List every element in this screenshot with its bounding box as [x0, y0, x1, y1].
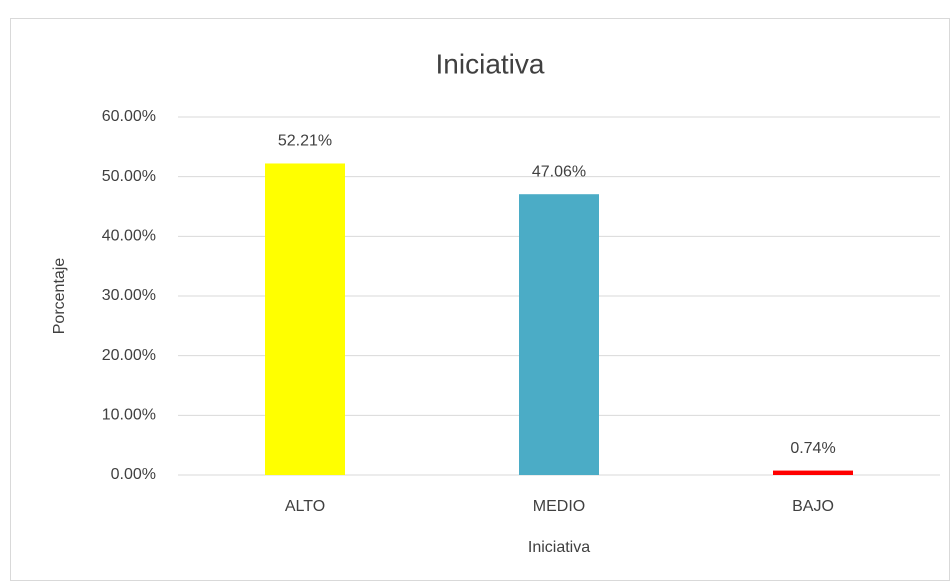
- y-tick-label: 30.00%: [102, 287, 156, 304]
- chart-frame: [10, 18, 950, 581]
- x-tick-label: MEDIO: [533, 498, 585, 515]
- bar: [773, 470, 853, 475]
- bar: [265, 163, 345, 475]
- x-axis-label: Iniciativa: [528, 539, 590, 556]
- y-tick-label: 40.00%: [102, 228, 156, 245]
- data-label: 52.21%: [278, 133, 332, 150]
- data-label: 0.74%: [790, 440, 835, 457]
- y-tick-label: 10.00%: [102, 407, 156, 424]
- y-tick-label: 50.00%: [102, 168, 156, 185]
- bar: [519, 194, 599, 475]
- x-tick-label: BAJO: [792, 498, 834, 515]
- data-label: 47.06%: [532, 163, 586, 180]
- x-tick-label: ALTO: [285, 498, 325, 515]
- chart-title: Iniciativa: [436, 48, 545, 79]
- y-axis-label: Porcentaje: [51, 258, 68, 335]
- y-tick-label: 20.00%: [102, 347, 156, 364]
- y-tick-label: 0.00%: [111, 466, 156, 483]
- y-tick-label: 60.00%: [102, 108, 156, 125]
